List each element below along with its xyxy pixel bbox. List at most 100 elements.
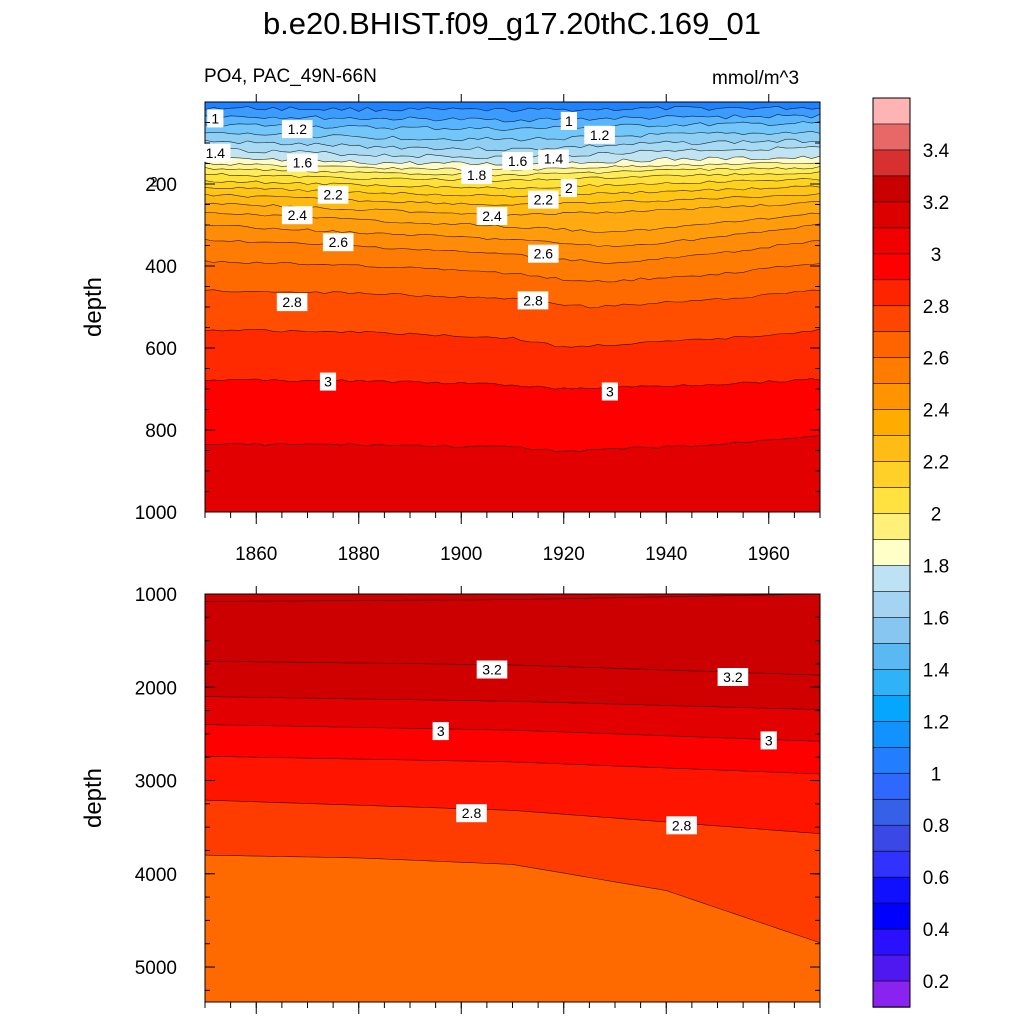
- contour-label-box: [322, 233, 354, 252]
- x-tick-label: 1940: [645, 544, 687, 565]
- x-tick-label: 1860: [235, 544, 277, 565]
- contour-line: [205, 105, 820, 113]
- colorbar-label: 1.6: [923, 608, 949, 629]
- contour-line: [205, 171, 820, 182]
- contour-label-text: 2: [150, 174, 158, 190]
- contour-label-text: 1.6: [293, 155, 313, 171]
- contour-label: 2.6: [528, 244, 559, 263]
- contour-label: 2.6: [322, 233, 354, 252]
- colorbar-swatch: [872, 695, 911, 723]
- y-tick-label: 5000: [135, 958, 177, 979]
- colorbar-swatch: [872, 383, 911, 411]
- colorbar-label: 0.4: [923, 920, 950, 941]
- contour-label-box: [560, 179, 577, 198]
- colorbar-label: 2.2: [923, 453, 949, 474]
- contour-line: [205, 185, 820, 198]
- contour-label-box: [476, 207, 508, 225]
- colorbar-swatch: [872, 487, 911, 515]
- colorbar-label: 3.4: [923, 141, 950, 162]
- contour-line: [205, 696, 820, 710]
- colorbar-swatch: [872, 980, 911, 1008]
- colorbar-swatch: [872, 850, 911, 878]
- contour-label: 1: [560, 111, 577, 130]
- colorbar-frame: [872, 97, 911, 1008]
- contour-label: 3: [760, 731, 777, 750]
- contour-line: [205, 260, 820, 283]
- colorbar-label: 1.8: [923, 557, 949, 578]
- contour-line: [205, 223, 820, 247]
- contour-label-text: 2.8: [282, 294, 302, 310]
- contour-label-text: 2.6: [329, 234, 349, 250]
- contour-line: [205, 594, 820, 602]
- colorbar-label: 1: [931, 764, 942, 785]
- units-label: mmol/m^3: [712, 68, 800, 89]
- y-tick-label: 1000: [135, 585, 177, 606]
- contour-line: [205, 660, 820, 676]
- contour-label: 2.8: [517, 291, 549, 310]
- contour-label-box: [560, 111, 577, 130]
- contour-label: 3.2: [476, 660, 508, 679]
- contour-label-text: 2.8: [523, 292, 543, 308]
- colorbar-label: 0.8: [923, 816, 949, 837]
- contour-label: 2.8: [276, 293, 308, 312]
- contour-label: 2.8: [666, 816, 697, 835]
- contour-label: 1.4: [199, 143, 231, 162]
- contour-band: [205, 435, 820, 512]
- colorbar-swatch: [872, 97, 911, 125]
- colorbar-swatch: [872, 876, 911, 904]
- colorbar-swatch: [872, 201, 911, 229]
- contour-label-box: [281, 120, 313, 139]
- colorbar-label: 2.6: [923, 349, 949, 370]
- contour-label-box: [584, 125, 615, 144]
- contour-label-text: 1: [211, 110, 219, 126]
- colorbar-label: 3.2: [923, 193, 949, 214]
- colorbar-swatch: [872, 539, 911, 567]
- contour-label: 1: [207, 109, 224, 128]
- colorbar-swatch: [872, 772, 911, 800]
- contour-label-text: 3.2: [482, 662, 502, 678]
- contour-label-box: [528, 190, 559, 209]
- colorbar-swatch: [872, 513, 911, 541]
- contour-label-text: 3.2: [723, 669, 743, 685]
- y-tick-label: 4000: [135, 865, 177, 886]
- contour-label: 1.8: [461, 166, 492, 184]
- contour-label: 1.4: [538, 149, 569, 168]
- contour-label-box: [717, 668, 749, 686]
- contour-label: 1.6: [287, 153, 318, 172]
- contour-label: 1.2: [584, 125, 615, 144]
- contour-label-box: [276, 293, 308, 312]
- contour-label: 2.4: [281, 206, 313, 225]
- contour-line: [205, 289, 820, 309]
- contour-line: [205, 435, 820, 453]
- contour-label-text: 2.8: [672, 817, 692, 833]
- contour-label-box: [432, 722, 449, 741]
- x-tick-label: 1880: [338, 544, 380, 565]
- colorbar-label: 1.2: [923, 712, 949, 733]
- y-axis-title: depth: [80, 768, 107, 828]
- colorbar-label: 0.2: [923, 972, 949, 993]
- colorbar-swatch: [872, 461, 911, 489]
- colorbar-swatch: [872, 824, 911, 852]
- contour-line: [205, 239, 820, 264]
- y-axis-title: depth: [80, 277, 107, 337]
- contour-label: 3: [319, 372, 337, 391]
- contour-label-box: [317, 185, 349, 204]
- contour-line: [205, 378, 820, 390]
- contour-label-box: [666, 816, 697, 835]
- contour-line: [205, 756, 820, 775]
- y-tick-label: 400: [145, 257, 177, 278]
- contour-line: [205, 799, 820, 834]
- colorbar-swatch: [872, 149, 911, 177]
- colorbar-swatch: [872, 798, 911, 826]
- contour-line: [205, 178, 820, 190]
- contour-label-box: [199, 143, 231, 162]
- colorbar-swatch: [872, 565, 911, 593]
- contour-label-box: [456, 804, 487, 823]
- contour-label-text: 1.2: [590, 127, 610, 143]
- contour-line: [205, 193, 820, 206]
- colorbar-swatch: [872, 928, 911, 956]
- contour-band: [205, 855, 820, 1002]
- colorbar-swatch: [872, 175, 911, 203]
- y-tick-label: 2000: [135, 678, 177, 699]
